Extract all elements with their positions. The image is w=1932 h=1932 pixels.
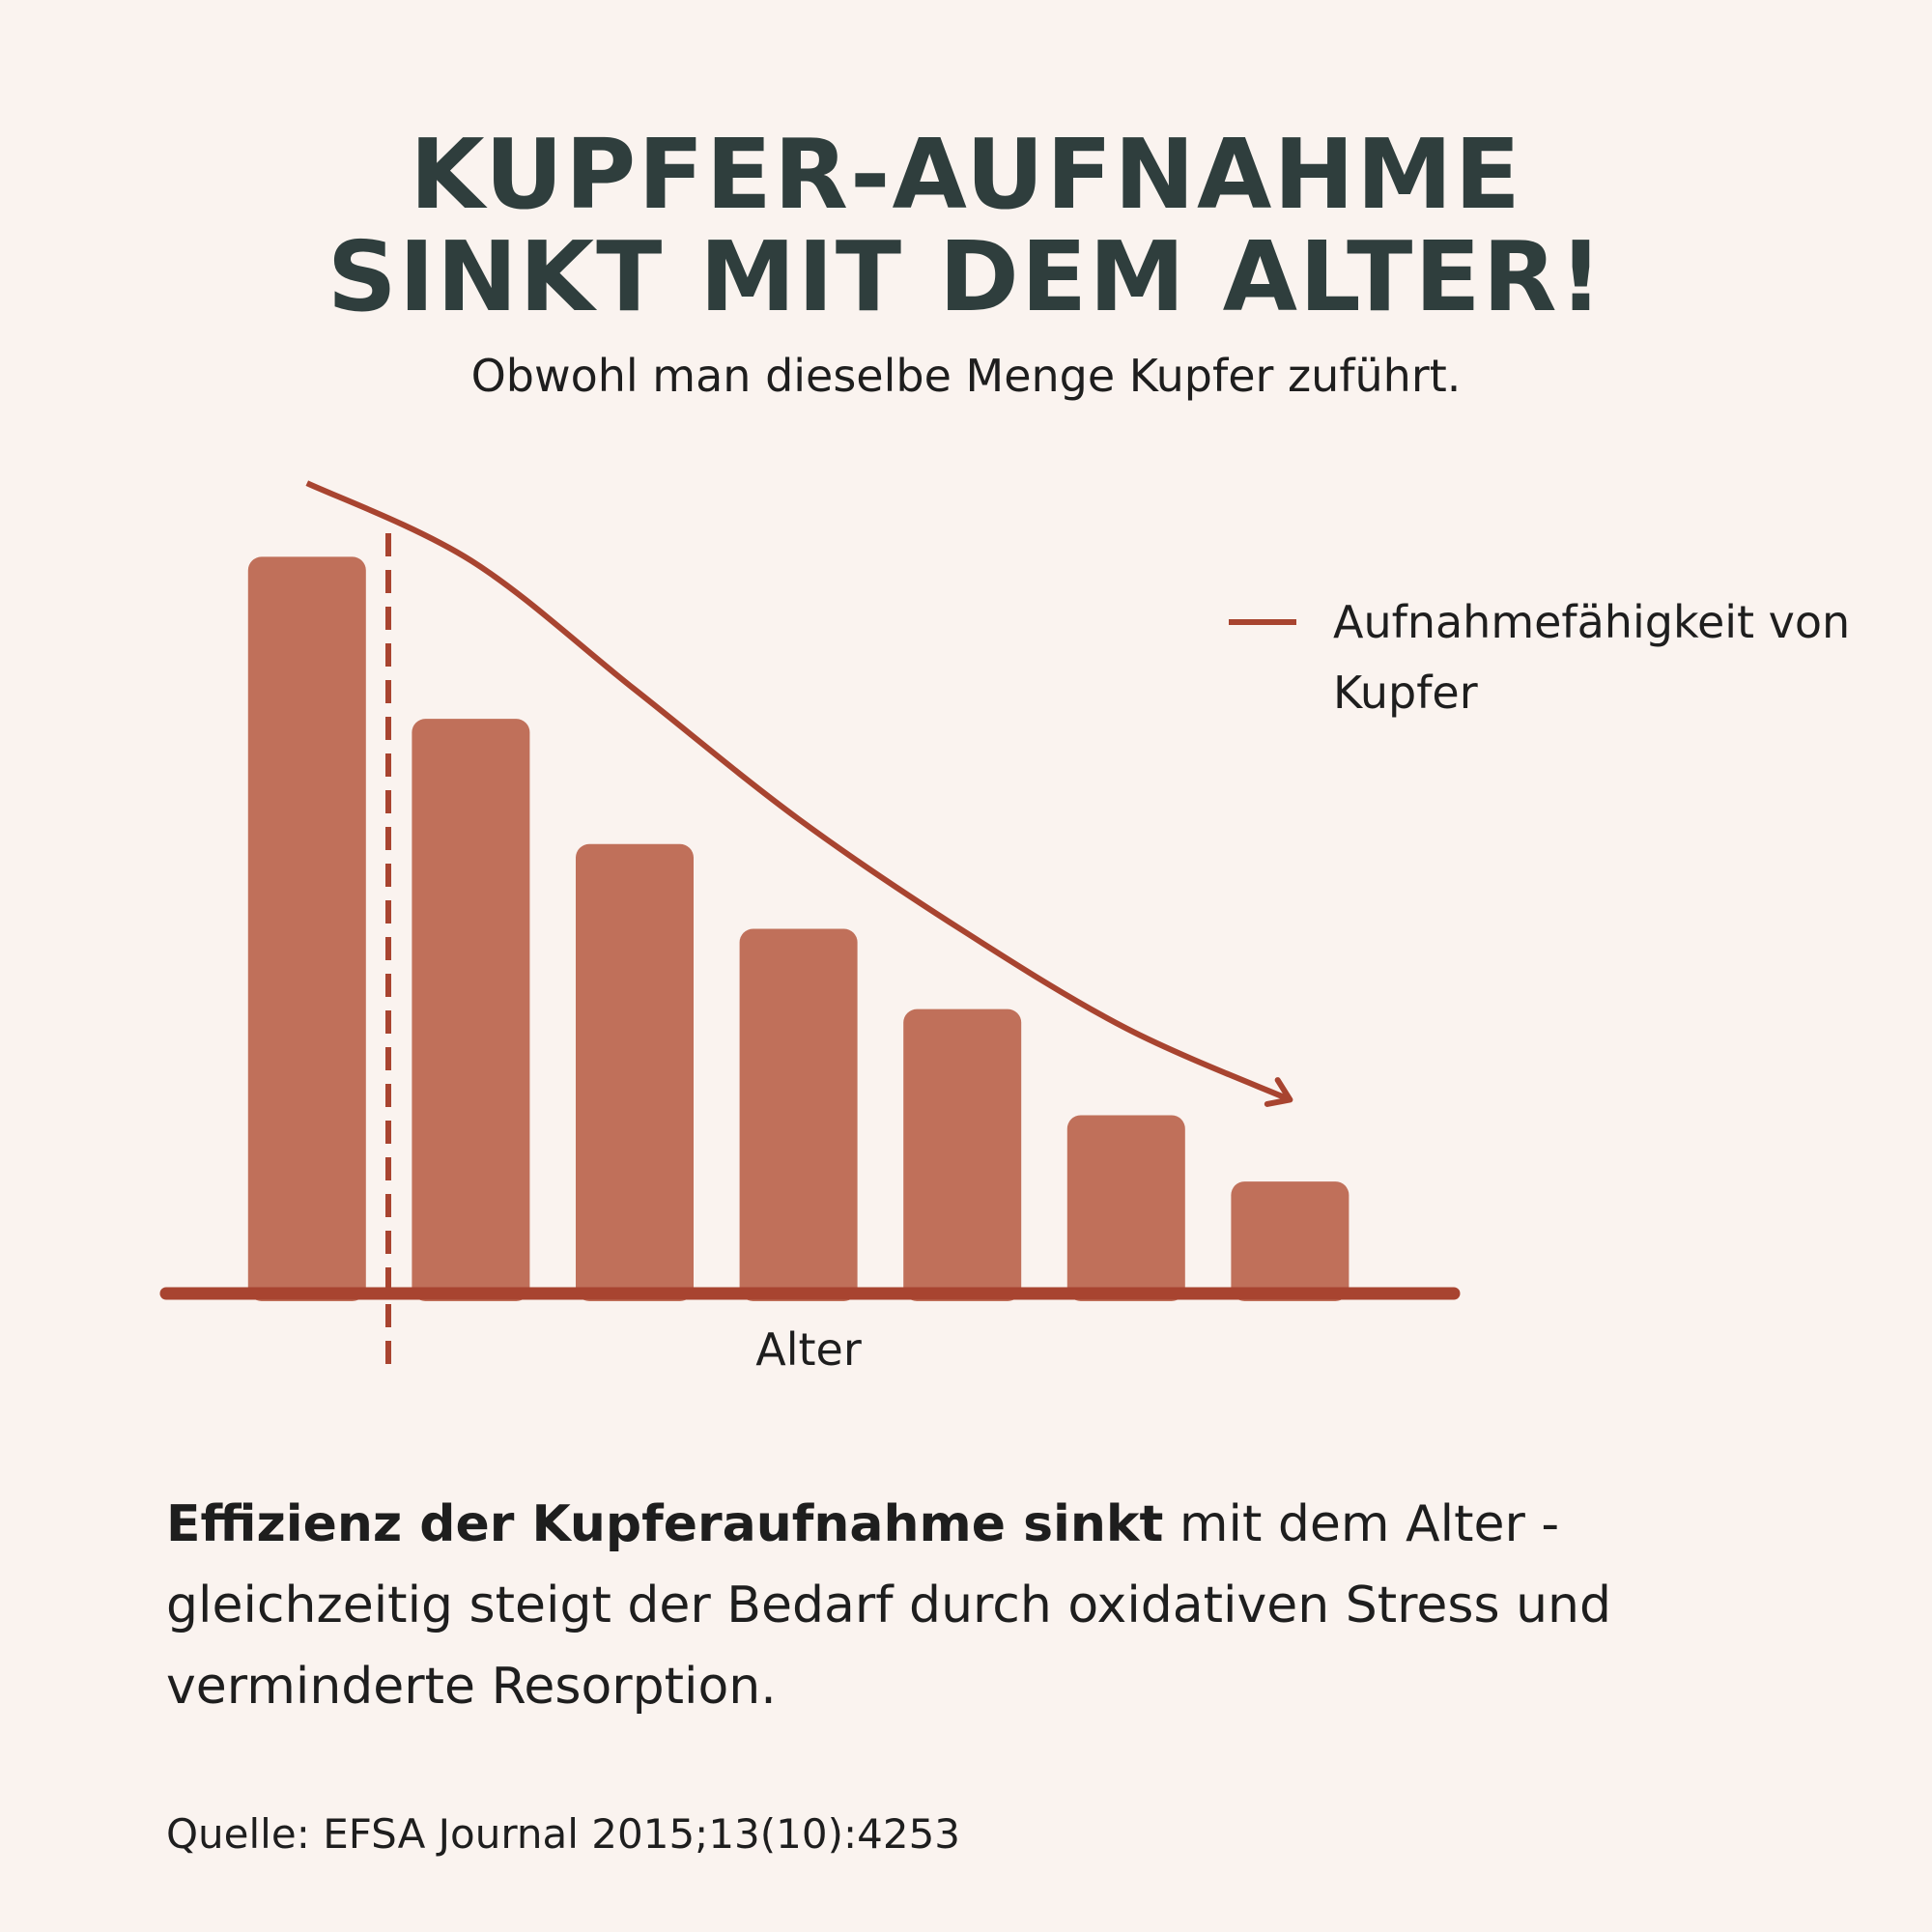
body-rest: mit dem Alter - gleichzeitig steigt der …: [166, 1495, 1611, 1716]
bar: [1231, 1181, 1350, 1301]
x-axis-label: Alter: [755, 1323, 862, 1376]
legend-label: Aufnahmefähigkeit von Kupfer: [1333, 596, 1851, 719]
bar: [412, 719, 530, 1301]
line-series: [305, 480, 1292, 1103]
bar: [1066, 1115, 1185, 1301]
body-text: Effizienz der Kupferaufnahme sinkt mit d…: [166, 1484, 1760, 1727]
arrow-head: [1264, 1077, 1293, 1107]
body-bold: Effizienz der Kupferaufnahme sinkt: [166, 1495, 1164, 1553]
legend: Aufnahmefähigkeit von Kupfer: [1333, 587, 1855, 728]
bar: [576, 843, 694, 1301]
title-line: KUPFER-AUFNAHME: [410, 118, 1522, 231]
bar: [247, 556, 366, 1301]
bar: [903, 1009, 1022, 1301]
source: Quelle: EFSA Journal 2015;13(10):4253: [166, 1810, 961, 1858]
title-line: SINKT MIT DEM ALTER!: [327, 220, 1605, 333]
subtitle: Obwohl man dieselbe Menge Kupfer zuführt…: [470, 350, 1462, 402]
bar: [739, 928, 858, 1301]
